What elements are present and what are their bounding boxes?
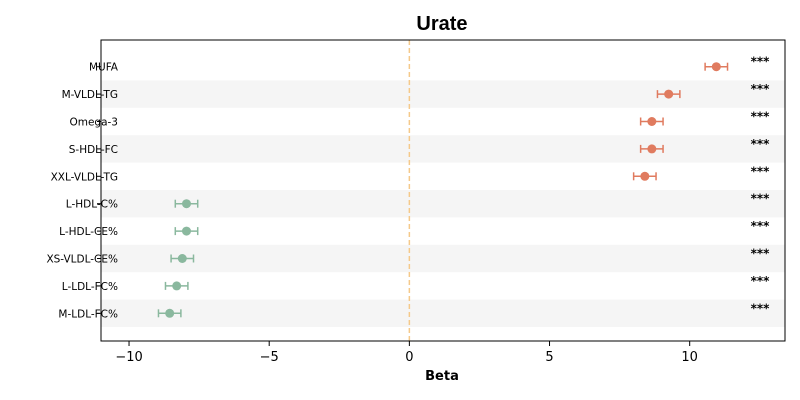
significance-label: *** — [751, 164, 771, 178]
data-point — [177, 254, 187, 263]
row-stripe — [101, 135, 785, 163]
x-tick-label: 5 — [545, 350, 553, 365]
row-stripes — [101, 80, 785, 327]
data-point — [640, 171, 650, 181]
significance-label: *** — [751, 301, 771, 315]
y-tick-label: XXL-VLDL-TG — [51, 171, 118, 183]
significance-label: *** — [751, 192, 771, 206]
data-point — [664, 89, 674, 99]
data-point — [172, 281, 182, 291]
significance-label: *** — [751, 55, 771, 69]
significance-label: *** — [751, 274, 771, 288]
x-tick-label: 10 — [681, 350, 698, 365]
significance-label: *** — [751, 82, 771, 96]
x-tick-label: 0 — [405, 350, 413, 365]
y-tick-label: L-HDL-C% — [66, 199, 118, 211]
data-point — [182, 199, 191, 209]
x-tick-label: −5 — [260, 350, 279, 365]
x-axis-label: Beta — [425, 369, 459, 384]
significance-labels: *** *** *** *** *** *** *** *** *** *** — [751, 55, 771, 316]
y-tick-label: L-LDL-FC% — [62, 281, 118, 293]
chart-title: Urate — [416, 13, 467, 35]
x-axis-ticks: −10 −5 0 5 10 — [115, 341, 698, 365]
significance-label: *** — [751, 137, 771, 151]
data-point — [182, 226, 191, 236]
row-stripe — [101, 299, 785, 327]
y-tick-label: XS-VLDL-CE% — [46, 254, 118, 266]
data-point — [647, 144, 657, 154]
row-stripe — [101, 244, 785, 273]
row-stripe — [101, 190, 785, 218]
y-tick-label: S-HDL-FC — [69, 144, 118, 156]
data-points — [157, 62, 729, 318]
y-tick-label: MUFA — [89, 62, 119, 74]
plot-frame — [100, 39, 786, 342]
data-point — [647, 117, 657, 126]
significance-label: *** — [751, 247, 771, 261]
y-tick-label: Omega-3 — [69, 117, 118, 129]
x-tick-label: −10 — [115, 350, 142, 365]
row-stripe — [101, 80, 785, 108]
significance-label: *** — [751, 219, 771, 233]
data-point — [165, 308, 175, 318]
y-tick-label: M-LDL-FC% — [58, 308, 118, 320]
y-tick-label: L-HDL-CE% — [59, 226, 118, 238]
significance-label: *** — [751, 110, 771, 124]
y-tick-label: M-VLDL-TG — [62, 89, 118, 101]
data-point — [711, 62, 721, 72]
